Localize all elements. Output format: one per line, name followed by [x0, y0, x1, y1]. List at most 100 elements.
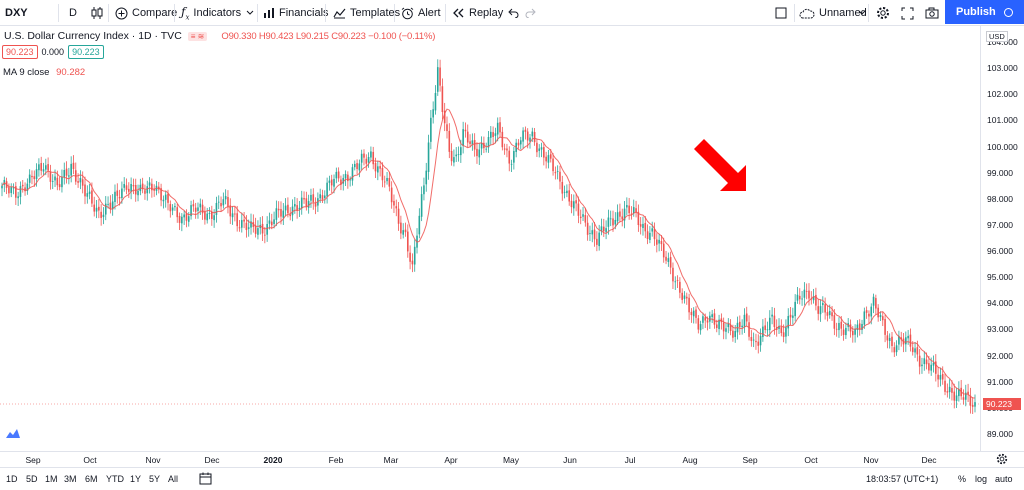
sell-price-button[interactable]: 90.223 [2, 45, 38, 59]
price-axis[interactable]: 104.000 103.000 102.000 101.000 100.000 99.00… [980, 26, 1024, 451]
candle-body [245, 222, 248, 231]
toolbar-divider [325, 4, 326, 22]
candle-body [517, 142, 520, 146]
candle-body [17, 196, 19, 199]
tradingview-logo[interactable] [4, 427, 22, 442]
publish-options-icon[interactable] [1004, 8, 1013, 17]
candle-body [51, 181, 54, 182]
indicators-button[interactable]: ƒx Indicators [181, 0, 241, 26]
candle-body [102, 214, 105, 218]
range-button-all[interactable]: All [168, 474, 179, 484]
candle-body [178, 215, 181, 223]
range-button-5y[interactable]: 5Y [149, 474, 161, 484]
undo-button[interactable] [507, 0, 519, 26]
candle-body [872, 296, 875, 306]
chart-style-button[interactable] [91, 0, 103, 26]
range-button-5d[interactable]: 5D [26, 474, 38, 484]
range-button-1d[interactable]: 1D [6, 474, 18, 484]
candle-body [356, 163, 358, 170]
settings-button[interactable] [876, 0, 890, 26]
publish-button[interactable]: Publish [945, 0, 1024, 24]
candle-body [264, 234, 266, 236]
candle-body [390, 187, 393, 203]
snapshot-button[interactable] [925, 0, 939, 26]
buy-price-button[interactable]: 90.223 [68, 45, 104, 59]
price-chart[interactable] [0, 26, 980, 451]
percent-toggle[interactable]: % [958, 474, 967, 484]
candle-body [939, 375, 942, 380]
gear-icon [996, 453, 1008, 465]
candle-body [568, 190, 571, 202]
ma-legend[interactable]: MA 9 close 90.282 [3, 67, 85, 78]
alert-button[interactable]: Alert [401, 0, 441, 26]
symbol-search[interactable]: DXY [5, 0, 28, 26]
fullscreen-button[interactable] [901, 0, 914, 26]
goto-date-button[interactable] [199, 472, 212, 488]
candle-body [434, 92, 437, 111]
layout-dropdown-button[interactable] [858, 0, 866, 26]
bar-chart-icon [263, 7, 275, 19]
candle-body [826, 312, 829, 316]
candle-body [656, 239, 658, 245]
candle-body [750, 337, 753, 342]
candle-body [404, 229, 407, 233]
candle-body [494, 133, 497, 136]
axis-settings-button[interactable] [996, 453, 1008, 468]
candle-body [822, 303, 824, 305]
symbol-legend[interactable]: U.S. Dollar Currency Index · 1D · TVC ≡ … [4, 30, 435, 42]
candle-body [425, 170, 428, 185]
range-button-1y[interactable]: 1Y [130, 474, 142, 484]
currency-label[interactable]: USD [986, 31, 1008, 42]
templates-dropdown-button[interactable] [246, 0, 254, 26]
compare-button[interactable]: Compare [115, 0, 177, 26]
range-button-ytd[interactable]: YTD [106, 474, 124, 484]
candle-body [536, 142, 538, 153]
clock-time[interactable]: 18:03:57 (UTC+1) [866, 474, 939, 484]
range-button-3m[interactable]: 3M [64, 474, 77, 484]
alert-label: Alert [418, 7, 441, 19]
candle-body [658, 239, 660, 244]
candle-body [333, 178, 335, 187]
replay-button[interactable]: Replay [452, 0, 503, 26]
candle-body [676, 280, 679, 281]
candle-body [630, 213, 633, 215]
bid-ask-row: 90.223 0.000 90.223 [2, 45, 104, 59]
rewind-icon [452, 8, 465, 18]
candle-body [469, 141, 471, 145]
redo-button[interactable] [525, 0, 537, 26]
financials-button[interactable]: Financials [263, 0, 329, 26]
candle-body [593, 229, 596, 240]
candle-body [868, 313, 870, 317]
time-axis[interactable]: Sep Oct Nov Dec 2020 Feb Mar Apr May Jun Jul Aug Sep… [0, 451, 1024, 467]
log-toggle[interactable]: log [975, 474, 988, 484]
compare-label: Compare [132, 7, 178, 19]
indicators-label: Indicators [193, 7, 242, 19]
candle-body [503, 148, 506, 150]
time-label: Oct [804, 455, 818, 465]
templates-button[interactable]: Templates [333, 0, 400, 26]
candle-body [589, 233, 591, 234]
candle-body [492, 132, 494, 137]
candle-body [144, 190, 146, 194]
candle-body [257, 228, 259, 235]
auto-toggle[interactable]: auto [995, 474, 1013, 484]
candle-body [439, 67, 441, 86]
candle-body [690, 311, 693, 316]
price-label: 94.000 [987, 298, 1013, 309]
candle-body [446, 124, 448, 132]
interval-button[interactable]: D [69, 0, 77, 26]
candle-body [280, 208, 282, 217]
candle-body [614, 219, 617, 225]
candle-body [529, 137, 531, 142]
chevron-down-icon [246, 10, 254, 16]
time-label: Feb [328, 455, 344, 465]
range-button-1m[interactable]: 1M [45, 474, 58, 484]
range-button-6m[interactable]: 6M [85, 474, 98, 484]
layout-name-button[interactable]: Unnamed [799, 0, 867, 26]
candle-body [72, 162, 75, 169]
candle-body [284, 205, 287, 211]
candle-body [35, 169, 38, 180]
fullscreen-layout-button[interactable] [775, 0, 787, 26]
candle-body [801, 298, 803, 300]
candle-body [632, 207, 635, 214]
